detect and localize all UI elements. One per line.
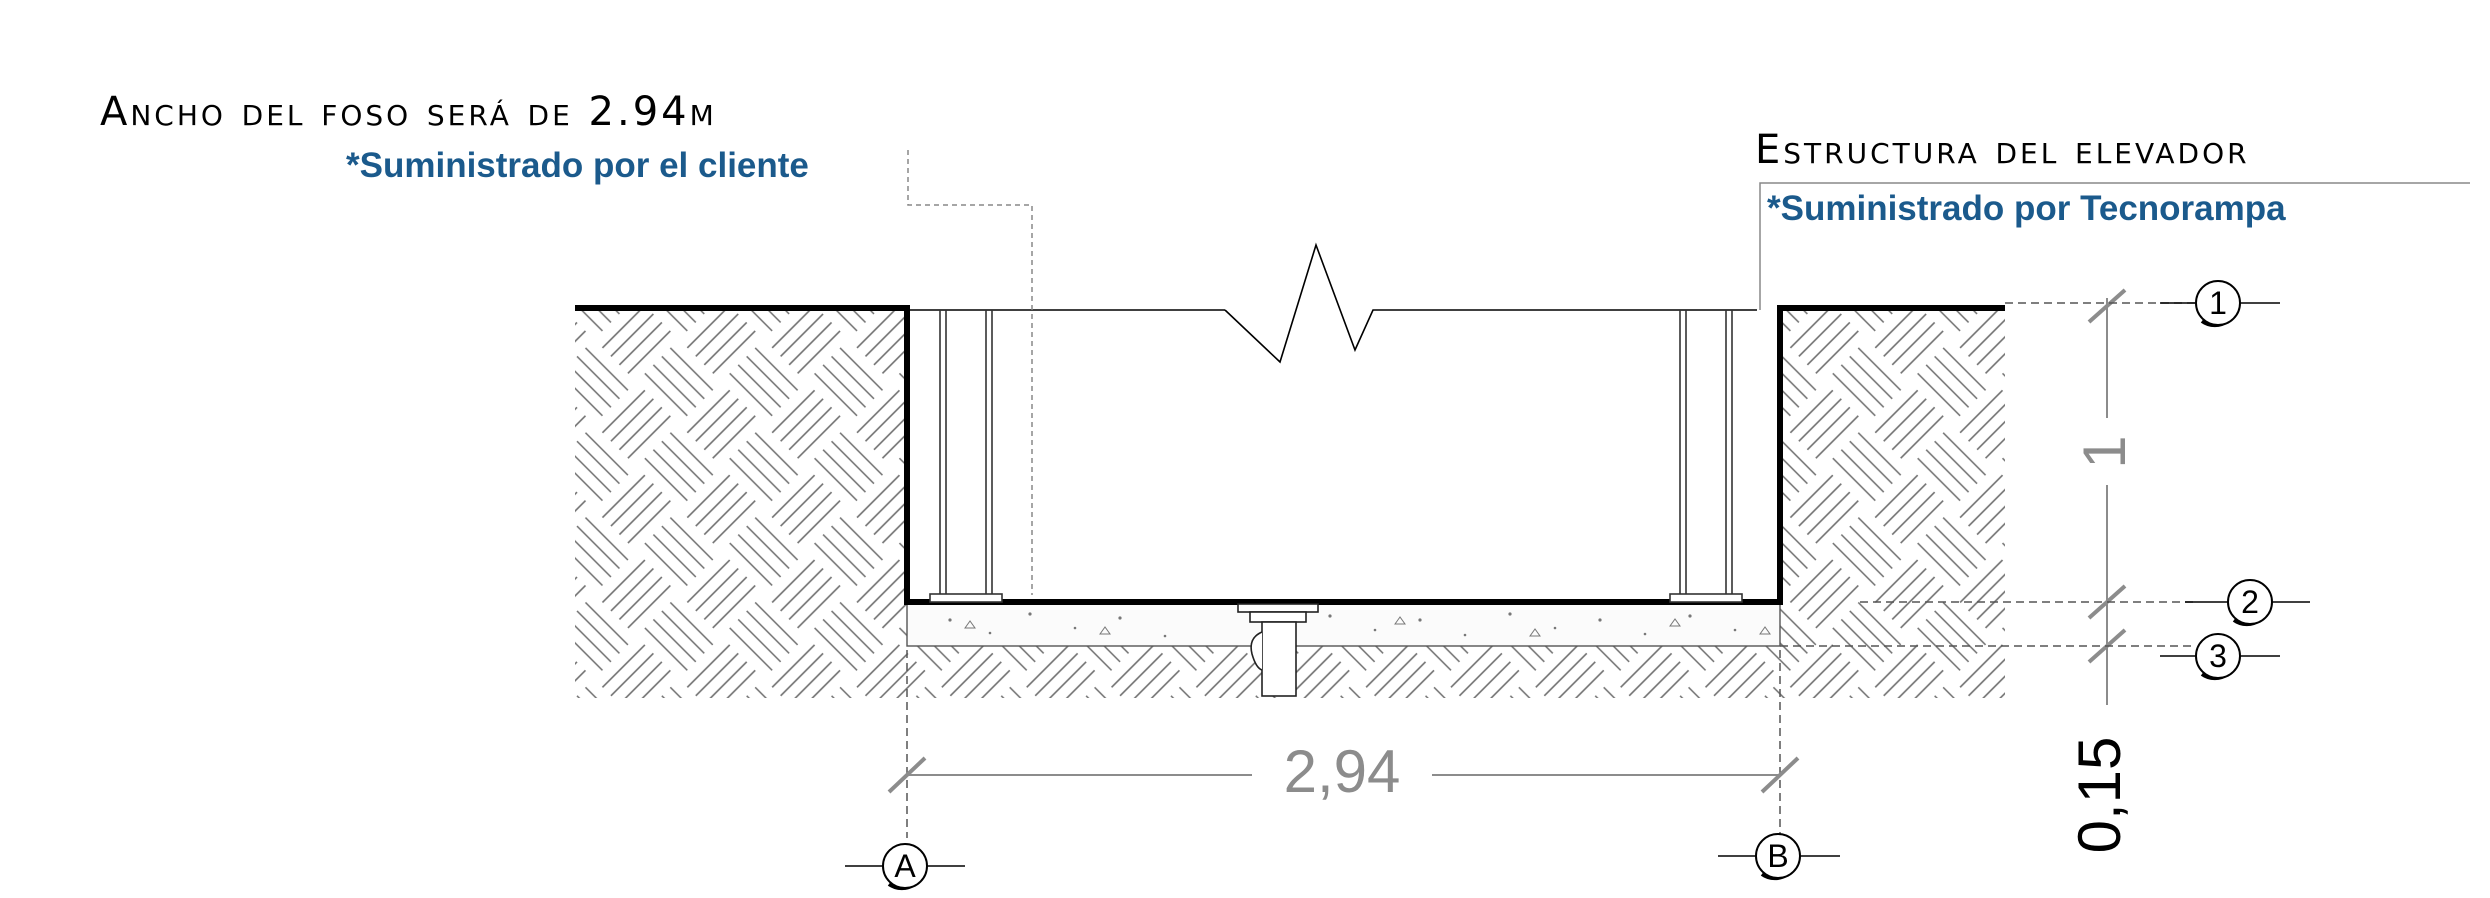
structure-note: Estructura del elevador [1755,127,2250,173]
pit-width-dimension: 2,94 [1284,738,1401,805]
level-marker-2: 2 [2185,579,2310,627]
level-marker-3-label: 3 [2209,638,2227,674]
pit-outline [575,305,2005,605]
pit-width-note: Ancho del foso será de 2.94m [100,89,717,135]
concrete-slab [906,601,1781,647]
floor-drain [1237,603,1319,697]
grid-marker-a: A [845,843,965,891]
grid-marker-a-label: A [894,848,916,884]
right-column [1669,310,1743,603]
level-marker-1: 1 [2160,280,2280,328]
concrete-aggregate-triangles [964,616,1771,637]
level-marker-3: 3 [2160,633,2280,681]
slab-thickness-dimension: 0,15 [2066,737,2133,854]
grid-marker-b-label: B [1767,838,1788,874]
vertical-dimension-line [2087,288,2127,705]
level-marker-1-label: 1 [2209,285,2227,321]
elevator-structure-break-line [1224,242,1757,364]
level-marker-2-label: 2 [2241,584,2259,620]
grid-marker-b: B [1718,833,1840,881]
pit-note-leader [907,150,1033,595]
left-column [929,310,1003,603]
concrete-aggregate-dots [948,612,1737,638]
horizontal-dimension-line [887,756,1800,794]
pit-supplier-note: *Suministrado por el cliente [346,146,809,185]
structure-supplier-note: *Suministrado por Tecnorampa [1767,189,2286,228]
grid-lines [906,650,1781,838]
pit-depth-dimension: 1 [2071,435,2138,468]
structure-note-leader [1759,182,2470,310]
